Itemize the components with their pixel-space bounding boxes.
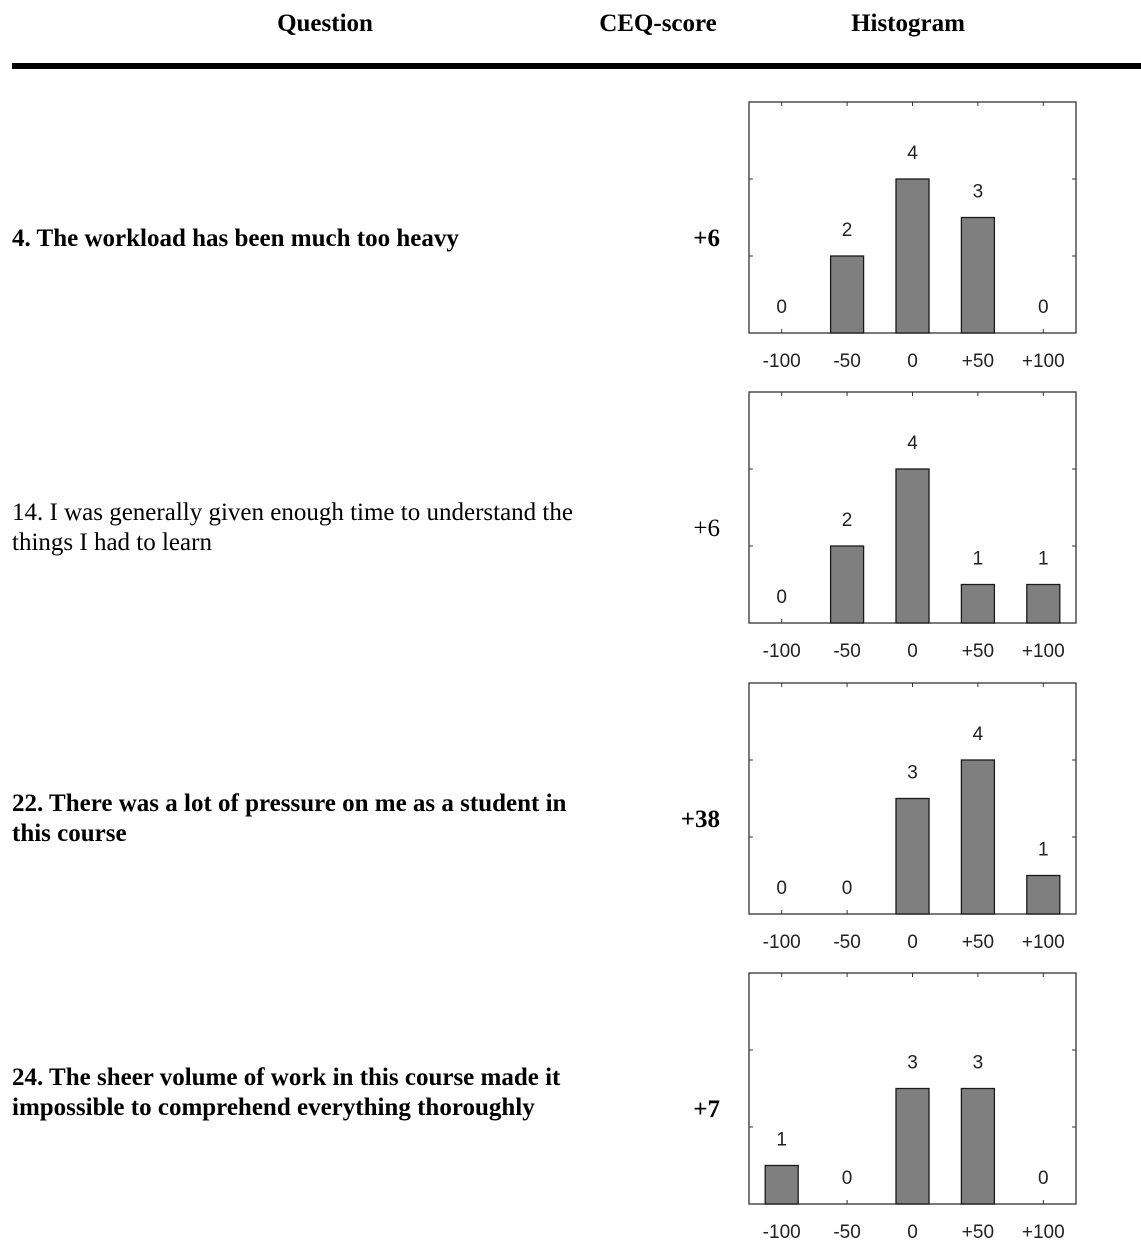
histogram-chart: 0 -100 2 -50 4 0 3 +50 0 +100: [748, 101, 1077, 372]
data-label: 0: [776, 297, 787, 318]
histogram-chart: 1 -100 0 -50 3 0 3 +50 0 +100: [748, 972, 1077, 1243]
question-text: 14. I was generally given enough time to…: [12, 499, 573, 556]
histogram-bar: [960, 1087, 996, 1205]
ceq-score: +38: [680, 806, 720, 833]
histogram-bar: [1026, 583, 1061, 624]
histogram-bar: [1026, 874, 1061, 915]
data-label: 0: [842, 878, 853, 899]
x-tick-label: -100: [763, 1222, 801, 1243]
column-header-question: Question: [277, 10, 373, 37]
column-header-histogram: Histogram: [851, 10, 965, 37]
histogram-bar: [829, 255, 865, 334]
data-label: 4: [973, 724, 984, 745]
question-text: 4. The workload has been much too heavy: [12, 225, 459, 252]
data-label: 3: [907, 1053, 918, 1074]
x-tick-label: +100: [1022, 932, 1065, 953]
histogram-bar: [895, 1087, 930, 1205]
data-label: 0: [1038, 297, 1049, 318]
histogram-bar: [960, 216, 996, 334]
data-label: 2: [842, 510, 853, 531]
histogram-chart: 0 -100 0 -50 3 0 4 +50 1 +100: [748, 682, 1077, 953]
x-tick-label: +100: [1022, 1222, 1065, 1243]
x-tick-label: -100: [763, 641, 801, 662]
ceq-score: +6: [693, 515, 720, 542]
histogram-bar: [960, 583, 996, 624]
x-tick-label: +50: [962, 932, 994, 953]
question-text: 22. There was a lot of pressure on me as…: [12, 790, 567, 847]
x-tick-label: 0: [907, 641, 918, 662]
data-label: 3: [973, 182, 984, 203]
x-tick-label: -50: [833, 351, 860, 372]
data-label: 3: [973, 1053, 984, 1074]
histogram-bar: [764, 1164, 799, 1205]
x-tick-label: -100: [763, 351, 801, 372]
x-tick-label: +50: [962, 351, 994, 372]
x-tick-label: -50: [833, 641, 860, 662]
histogram-bar: [895, 468, 930, 624]
x-tick-label: 0: [907, 351, 918, 372]
data-label: 1: [776, 1130, 787, 1151]
x-tick-label: +100: [1022, 351, 1065, 372]
data-label: 1: [1038, 840, 1049, 861]
data-label: 4: [907, 143, 918, 164]
x-tick-label: +50: [962, 1222, 994, 1243]
x-tick-label: -100: [763, 932, 801, 953]
data-label: 3: [907, 763, 918, 784]
histogram-bar: [895, 797, 930, 915]
data-label: 4: [907, 433, 918, 454]
ceq-score: +6: [693, 225, 720, 252]
x-tick-label: +100: [1022, 641, 1065, 662]
column-header-ceq-score: CEQ-score: [599, 10, 717, 37]
x-tick-label: -50: [833, 932, 860, 953]
histogram-bar: [960, 759, 996, 915]
data-label: 1: [1038, 549, 1049, 570]
question-text: 24. The sheer volume of work in this cou…: [12, 1064, 561, 1121]
data-label: 0: [842, 1168, 853, 1189]
histogram-bar: [895, 178, 930, 334]
ceq-score: +7: [693, 1096, 720, 1123]
histogram-bar: [829, 545, 865, 624]
header-rule: [12, 63, 1141, 69]
x-tick-label: -50: [833, 1222, 860, 1243]
data-label: 0: [776, 878, 787, 899]
x-tick-label: 0: [907, 1222, 918, 1243]
data-label: 0: [1038, 1168, 1049, 1189]
data-label: 0: [776, 587, 787, 608]
x-tick-label: 0: [907, 932, 918, 953]
x-tick-label: +50: [962, 641, 994, 662]
histogram-chart: 0 -100 2 -50 4 0 1 +50 1 +100: [748, 391, 1077, 662]
data-label: 2: [842, 220, 853, 241]
data-label: 1: [973, 549, 984, 570]
